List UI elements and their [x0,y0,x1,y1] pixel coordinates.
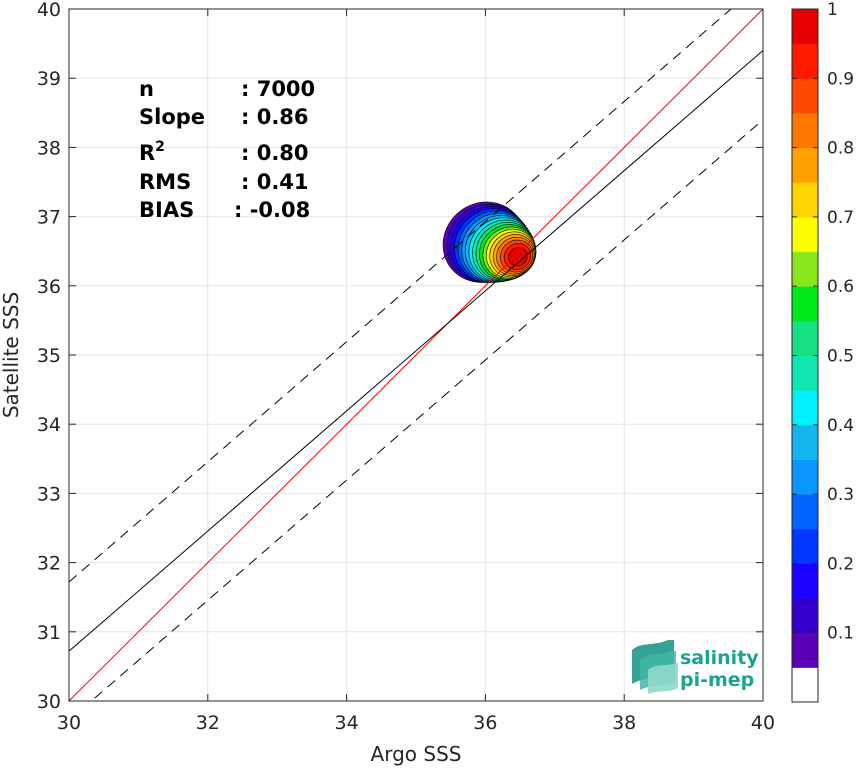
y-tick-label: 35 [37,345,61,367]
colorbar: 0.1 0.2 0.3 0.4 0.5 0.6 0.7 0.8 0.9 1 [791,0,854,703]
colorbar-tick-label: 0.8 [827,139,854,159]
colorbar-tick-label: 0.9 [827,69,854,89]
x-tick-label: 36 [473,712,497,734]
density-contours [442,201,537,283]
one-to-one-line [69,9,763,701]
colorbar-swatch [792,9,818,45]
stat-rms-label: RMS [139,170,191,194]
x-tick-label: 38 [612,712,636,734]
stat-r2-label: R2 [139,139,165,165]
stat-r2-value: : 0.80 [241,141,309,165]
colorbar-tick-label: 0.7 [827,208,854,228]
y-tick-label: 34 [37,414,61,436]
colorbar-swatch [792,286,818,322]
y-tick-label: 33 [37,483,61,505]
y-tick-label: 40 [37,0,61,21]
colorbar-swatch [792,424,818,460]
colorbar-tick-label: 0.6 [827,277,854,297]
colorbar-swatch [792,390,818,426]
stat-rms-value: : 0.41 [241,170,309,194]
y-tick-label: 38 [37,137,61,159]
colorbar-tick-label: 0.2 [827,554,854,574]
stat-slope-value: : 0.86 [241,105,309,129]
y-tick-label: 39 [37,68,61,90]
logo-line1: salinity [680,647,759,669]
colorbar-swatch [792,182,818,218]
logo-line2: pi-mep [680,669,754,691]
stat-slope-label: Slope [139,105,205,129]
salinity-waves-icon [632,640,678,694]
x-tick-label: 32 [196,712,220,734]
stat-n-label: n [139,77,154,101]
colorbar-swatch [792,632,818,668]
regression-line [69,50,763,652]
density-contour-level [508,247,528,267]
colorbar-swatch [792,147,818,183]
colorbar-swatch [792,320,818,356]
x-tick-label: 30 [57,712,81,734]
colorbar-swatch [792,494,818,530]
stat-bias-label: BIAS [139,198,194,222]
stat-r2-base: R [139,141,155,165]
y-tick-label: 36 [37,276,61,298]
colorbar-swatch [792,78,818,114]
colorbar-swatch [792,112,818,149]
x-tick-label: 40 [751,712,775,734]
upper-bound-line [69,9,732,583]
stat-n-value: : 7000 [241,77,315,101]
x-tick-label: 34 [335,712,359,734]
stats-box: n : 7000 Slope : 0.86 R2 : 0.80 RMS : 0.… [139,77,315,222]
colorbar-tick-label: 0.1 [827,624,854,644]
colorbar-swatch [792,563,818,599]
logo: salinity pi-mep [632,640,759,694]
colorbar-swatch [792,251,818,287]
colorbar-swatch [792,216,818,253]
y-tick-label: 37 [37,207,61,229]
colorbar-swatch [792,355,818,391]
y-tick-label: 31 [37,622,61,644]
stat-bias-value: : -0.08 [234,198,310,222]
y-axis-label: Satellite SSS [0,292,23,418]
y-tick-label: 32 [37,553,61,575]
colorbar-tick-label: 0.3 [827,485,854,505]
colorbar-swatch [792,528,818,564]
colorbar-swatch [792,598,818,634]
reference-lines [69,9,763,701]
y-tick-label: 30 [37,691,61,713]
colorbar-swatch [792,43,818,79]
colorbar-swatch [792,667,818,703]
stat-r2-superscript: 2 [155,139,165,155]
colorbar-tick-label: 1 [827,0,838,20]
x-axis-label: Argo SSS [371,742,462,766]
colorbar-tick-label: 0.5 [827,347,854,367]
axis-ticks: 30 32 34 36 38 40 30 31 32 33 34 35 36 37 38 39 40 [37,0,775,734]
colorbar-swatch [792,459,818,495]
colorbar-tick-label: 0.4 [827,416,854,436]
